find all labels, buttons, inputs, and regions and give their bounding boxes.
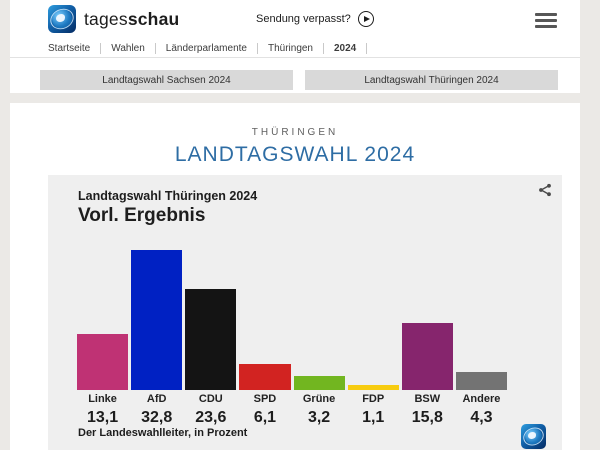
hamburger-menu-icon[interactable] bbox=[535, 13, 557, 28]
page-title: LANDTAGSWAHL 2024 bbox=[174, 143, 416, 166]
chart-column: Linke 13,1 bbox=[77, 225, 129, 427]
breadcrumb-item[interactable]: Länderparlamente bbox=[156, 42, 258, 54]
chart-bar bbox=[455, 372, 507, 390]
main-content: THÜRINGEN LANDTAGSWAHL 2024 Landtagswahl… bbox=[10, 103, 580, 450]
globe-icon bbox=[525, 428, 542, 445]
chart-bar-label: Grüne bbox=[302, 393, 336, 405]
chart-column: BSW 15,8 bbox=[401, 225, 453, 427]
election-tabs: Landtagswahl Sachsen 2024 Landtagswahl T… bbox=[40, 70, 558, 90]
chart-column: Grüne 3,2 bbox=[293, 225, 345, 427]
chart-bar bbox=[77, 334, 129, 390]
chart-bar bbox=[293, 376, 345, 390]
chart-bar-label: AfD bbox=[146, 393, 167, 405]
chart-bar bbox=[131, 250, 183, 390]
chart-bar bbox=[185, 289, 237, 390]
breadcrumb-item[interactable]: Wahlen bbox=[101, 42, 156, 54]
missed-broadcast-label: Sendung verpasst? bbox=[256, 13, 351, 25]
chart-bar-value: 32,8 bbox=[141, 409, 173, 426]
chart-bar-value: 4,3 bbox=[470, 409, 493, 426]
chart-column: AfD 32,8 bbox=[131, 225, 183, 427]
site-header: tagesschau Sendung verpasst? Startseite W… bbox=[10, 0, 580, 93]
breadcrumb: Startseite Wahlen Länderparlamente Thüringe… bbox=[10, 39, 580, 58]
brand-wordmark-regular: tages bbox=[84, 9, 128, 29]
region-kicker: THÜRINGEN bbox=[251, 127, 339, 138]
chart-bar-value: 23,6 bbox=[195, 409, 227, 426]
brand-wordmark[interactable]: tagesschau bbox=[84, 6, 179, 32]
chart-bar-value: 6,1 bbox=[253, 409, 277, 426]
chart-source: Der Landeswahlleiter, in Prozent bbox=[78, 427, 248, 439]
breadcrumb-item[interactable]: Startseite bbox=[48, 42, 102, 54]
share-icon[interactable] bbox=[536, 181, 554, 199]
chart-column: FDP 1,1 bbox=[347, 225, 399, 427]
chart-bar-label: Linke bbox=[88, 393, 117, 405]
tab-landtagswahl-sachsen[interactable]: Landtagswahl Sachsen 2024 bbox=[40, 70, 293, 90]
chart-subtitle: Vorl. Ergebnis bbox=[78, 205, 206, 226]
tagesschau-logo-icon[interactable] bbox=[48, 5, 76, 33]
chart-bar bbox=[347, 385, 399, 390]
breadcrumb-item[interactable]: Thüringen bbox=[258, 42, 324, 54]
tagesschau-watermark-icon bbox=[521, 424, 546, 449]
chart-bar-value: 3,2 bbox=[307, 409, 331, 426]
chart-bar-label: FDP bbox=[362, 393, 385, 405]
chart-bar-label: CDU bbox=[198, 393, 223, 405]
chart-column: Andere 4,3 bbox=[455, 225, 507, 427]
chart-bar-value: 13,1 bbox=[86, 409, 119, 426]
results-chart-card: Landtagswahl Thüringen 2024 Vorl. Ergebn… bbox=[48, 175, 562, 450]
chart-bar bbox=[239, 364, 291, 390]
chart-bar-label: BSW bbox=[414, 393, 441, 405]
chart-bar bbox=[401, 323, 453, 390]
chart-bar-value: 1,1 bbox=[362, 409, 385, 426]
chart-column: CDU 23,6 bbox=[185, 225, 237, 427]
bar-chart: Linke 13,1 AfD 32,8 CDU 23,6 SPD 6,1 Grüne 3,2 FDP… bbox=[77, 225, 507, 427]
brand-wordmark-bold: schau bbox=[127, 9, 180, 29]
breadcrumb-item[interactable]: 2024 bbox=[324, 42, 368, 54]
missed-broadcast-link[interactable]: Sendung verpasst? bbox=[256, 11, 374, 27]
chart-title: Landtagswahl Thüringen 2024 bbox=[78, 189, 258, 203]
chart-bar-label: SPD bbox=[253, 393, 277, 405]
tab-landtagswahl-thueringen[interactable]: Landtagswahl Thüringen 2024 bbox=[305, 70, 558, 90]
chart-bar-value: 15,8 bbox=[411, 409, 443, 426]
chart-bar-label: Andere bbox=[462, 393, 501, 405]
play-icon[interactable] bbox=[357, 11, 374, 27]
chart-column: SPD 6,1 bbox=[239, 225, 291, 427]
globe-icon bbox=[52, 9, 72, 29]
